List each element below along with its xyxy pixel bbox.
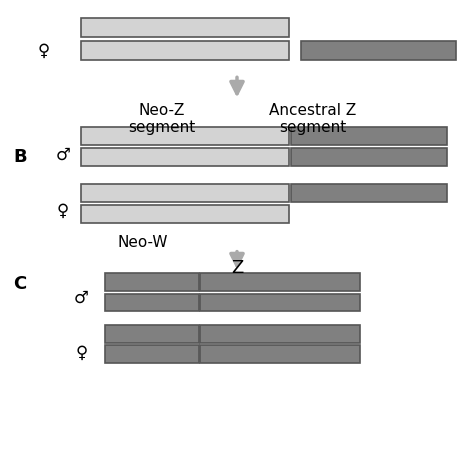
Text: ♀: ♀ xyxy=(38,42,50,60)
Bar xyxy=(82,148,289,166)
Text: B: B xyxy=(13,148,27,166)
Text: ♂: ♂ xyxy=(55,146,70,164)
Text: Ancestral Z
segment: Ancestral Z segment xyxy=(269,103,356,135)
Bar xyxy=(200,273,360,291)
Text: Neo-W: Neo-W xyxy=(118,235,168,250)
Text: ♀: ♀ xyxy=(75,344,88,362)
Text: ♂: ♂ xyxy=(74,289,89,307)
Bar xyxy=(105,346,199,363)
Bar xyxy=(200,346,360,363)
Bar xyxy=(82,205,289,223)
Text: ♀: ♀ xyxy=(56,202,69,220)
Text: Z: Z xyxy=(231,259,243,277)
Bar xyxy=(291,148,447,166)
Text: C: C xyxy=(14,275,27,293)
Bar xyxy=(200,293,360,311)
Bar xyxy=(291,127,447,145)
Bar xyxy=(105,273,199,291)
Bar xyxy=(291,184,447,201)
Bar xyxy=(82,184,289,201)
Bar xyxy=(200,325,360,343)
Bar xyxy=(105,293,199,311)
Bar xyxy=(105,325,199,343)
Bar xyxy=(82,41,289,60)
Bar xyxy=(301,41,456,60)
Text: Neo-Z
segment: Neo-Z segment xyxy=(128,103,195,135)
Bar xyxy=(82,18,289,36)
Bar xyxy=(82,127,289,145)
